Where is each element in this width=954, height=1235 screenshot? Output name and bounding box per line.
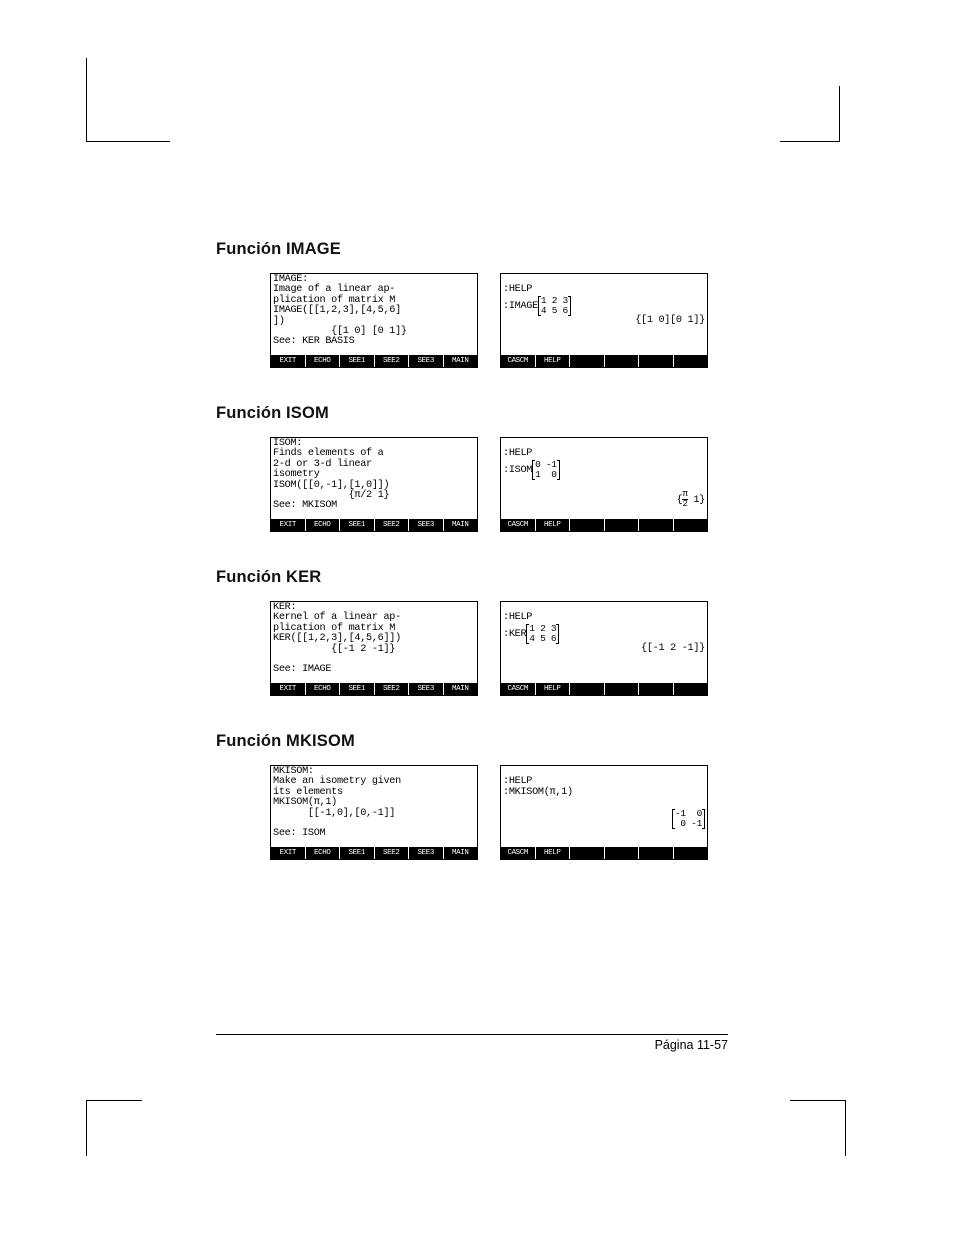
softkey[interactable] bbox=[674, 519, 708, 531]
softkey[interactable] bbox=[605, 355, 640, 367]
softkey[interactable] bbox=[570, 519, 605, 531]
softkey[interactable] bbox=[570, 355, 605, 367]
softkey[interactable]: EXIT bbox=[271, 519, 306, 531]
softkey[interactable]: ECHO bbox=[306, 683, 341, 695]
softkey[interactable]: CASCM bbox=[501, 355, 536, 367]
softkey[interactable]: CASCM bbox=[501, 519, 536, 531]
lcd-body: :HELP :KER1 2 34 5 6 {[-1 2 -1]} bbox=[501, 602, 707, 683]
lcd-mkisom-help: MKISOM: Make an isometry given its eleme… bbox=[270, 765, 478, 860]
softkey[interactable]: SEE2 bbox=[375, 847, 410, 859]
softkey[interactable] bbox=[605, 683, 640, 695]
softkey[interactable]: MAIN bbox=[444, 519, 478, 531]
softkey-row: EXITECHOSEE1SEE2SEE3MAIN bbox=[271, 519, 477, 531]
crop-mark-bl bbox=[86, 1100, 142, 1156]
lcd-body: MKISOM: Make an isometry given its eleme… bbox=[271, 766, 477, 847]
softkey[interactable] bbox=[674, 847, 708, 859]
softkey[interactable] bbox=[570, 847, 605, 859]
page-content: Función IMAGE IMAGE: Image of a linear a… bbox=[216, 240, 756, 896]
section-isom: Función ISOM ISOM: Finds elements of a 2… bbox=[216, 404, 756, 532]
softkey[interactable] bbox=[605, 847, 640, 859]
heading-ker: Función KER bbox=[216, 568, 756, 587]
page-footer: Página 11-57 bbox=[216, 1034, 728, 1052]
softkey[interactable]: SEE3 bbox=[409, 519, 444, 531]
softkey[interactable] bbox=[674, 355, 708, 367]
section-ker: Función KER KER: Kernel of a linear ap- … bbox=[216, 568, 756, 696]
softkey[interactable]: SEE1 bbox=[340, 519, 375, 531]
softkey[interactable]: MAIN bbox=[444, 683, 478, 695]
lcd-ker-cas: :HELP :KER1 2 34 5 6 {[-1 2 -1]} CASCMHE… bbox=[500, 601, 708, 696]
softkey-row: CASCMHELP bbox=[501, 683, 707, 695]
softkey-row: EXITECHOSEE1SEE2SEE3MAIN bbox=[271, 847, 477, 859]
section-mkisom: Función MKISOM MKISOM: Make an isometry … bbox=[216, 732, 756, 860]
softkey[interactable]: SEE2 bbox=[375, 519, 410, 531]
softkey[interactable]: SEE3 bbox=[409, 683, 444, 695]
softkey[interactable] bbox=[639, 847, 674, 859]
softkey[interactable]: SEE2 bbox=[375, 683, 410, 695]
softkey[interactable]: MAIN bbox=[444, 355, 478, 367]
softkey[interactable]: SEE1 bbox=[340, 683, 375, 695]
crop-mark-br bbox=[790, 1100, 846, 1156]
page-number: Página 11-57 bbox=[655, 1038, 728, 1052]
softkey[interactable]: ECHO bbox=[306, 355, 341, 367]
lcd-body: ISOM: Finds elements of a 2-d or 3-d lin… bbox=[271, 438, 477, 519]
section-image: Función IMAGE IMAGE: Image of a linear a… bbox=[216, 240, 756, 368]
softkey[interactable] bbox=[639, 355, 674, 367]
softkey[interactable] bbox=[639, 519, 674, 531]
softkey[interactable]: CASCM bbox=[501, 683, 536, 695]
lcd-isom-cas: :HELP :ISOM0 -11 0 {π2 1} CASCMHELP bbox=[500, 437, 708, 532]
lcd-mkisom-cas: :HELP :MKISOM(π,1) -1 0 0 -1 CASCMHELP bbox=[500, 765, 708, 860]
softkey[interactable]: SEE2 bbox=[375, 355, 410, 367]
softkey[interactable]: CASCM bbox=[501, 847, 536, 859]
softkey[interactable] bbox=[570, 683, 605, 695]
heading-isom: Función ISOM bbox=[216, 404, 756, 423]
softkey[interactable]: SEE3 bbox=[409, 847, 444, 859]
softkey[interactable] bbox=[674, 683, 708, 695]
softkey[interactable]: HELP bbox=[536, 683, 571, 695]
softkey[interactable]: SEE1 bbox=[340, 847, 375, 859]
softkey[interactable]: EXIT bbox=[271, 355, 306, 367]
lcd-isom-help: ISOM: Finds elements of a 2-d or 3-d lin… bbox=[270, 437, 478, 532]
softkey-row: CASCMHELP bbox=[501, 519, 707, 531]
lcd-body: :HELP :ISOM0 -11 0 {π2 1} bbox=[501, 438, 707, 519]
lcd-body: :HELP :MKISOM(π,1) -1 0 0 -1 bbox=[501, 766, 707, 847]
softkey-row: CASCMHELP bbox=[501, 847, 707, 859]
softkey[interactable]: SEE1 bbox=[340, 355, 375, 367]
softkey[interactable]: ECHO bbox=[306, 519, 341, 531]
softkey[interactable]: EXIT bbox=[271, 847, 306, 859]
softkey-row: EXITECHOSEE1SEE2SEE3MAIN bbox=[271, 683, 477, 695]
softkey[interactable]: EXIT bbox=[271, 683, 306, 695]
lcd-ker-help: KER: Kernel of a linear ap- plication of… bbox=[270, 601, 478, 696]
softkey[interactable] bbox=[605, 519, 640, 531]
lcd-image-help: IMAGE: Image of a linear ap- plication o… bbox=[270, 273, 478, 368]
softkey[interactable]: ECHO bbox=[306, 847, 341, 859]
lcd-image-cas: :HELP :IMAGE1 2 34 5 6 {[1 0][0 1]} CASC… bbox=[500, 273, 708, 368]
softkey[interactable]: HELP bbox=[536, 519, 571, 531]
lcd-body: :HELP :IMAGE1 2 34 5 6 {[1 0][0 1]} bbox=[501, 274, 707, 355]
lcd-body: IMAGE: Image of a linear ap- plication o… bbox=[271, 274, 477, 355]
softkey-row: EXITECHOSEE1SEE2SEE3MAIN bbox=[271, 355, 477, 367]
heading-mkisom: Función MKISOM bbox=[216, 732, 756, 751]
softkey[interactable]: HELP bbox=[536, 355, 571, 367]
softkey[interactable]: MAIN bbox=[444, 847, 478, 859]
softkey-row: CASCMHELP bbox=[501, 355, 707, 367]
softkey[interactable]: HELP bbox=[536, 847, 571, 859]
heading-image: Función IMAGE bbox=[216, 240, 756, 259]
softkey[interactable]: SEE3 bbox=[409, 355, 444, 367]
softkey[interactable] bbox=[639, 683, 674, 695]
lcd-body: KER: Kernel of a linear ap- plication of… bbox=[271, 602, 477, 683]
crop-mark-tr bbox=[780, 86, 840, 142]
crop-mark-tl bbox=[86, 58, 170, 142]
